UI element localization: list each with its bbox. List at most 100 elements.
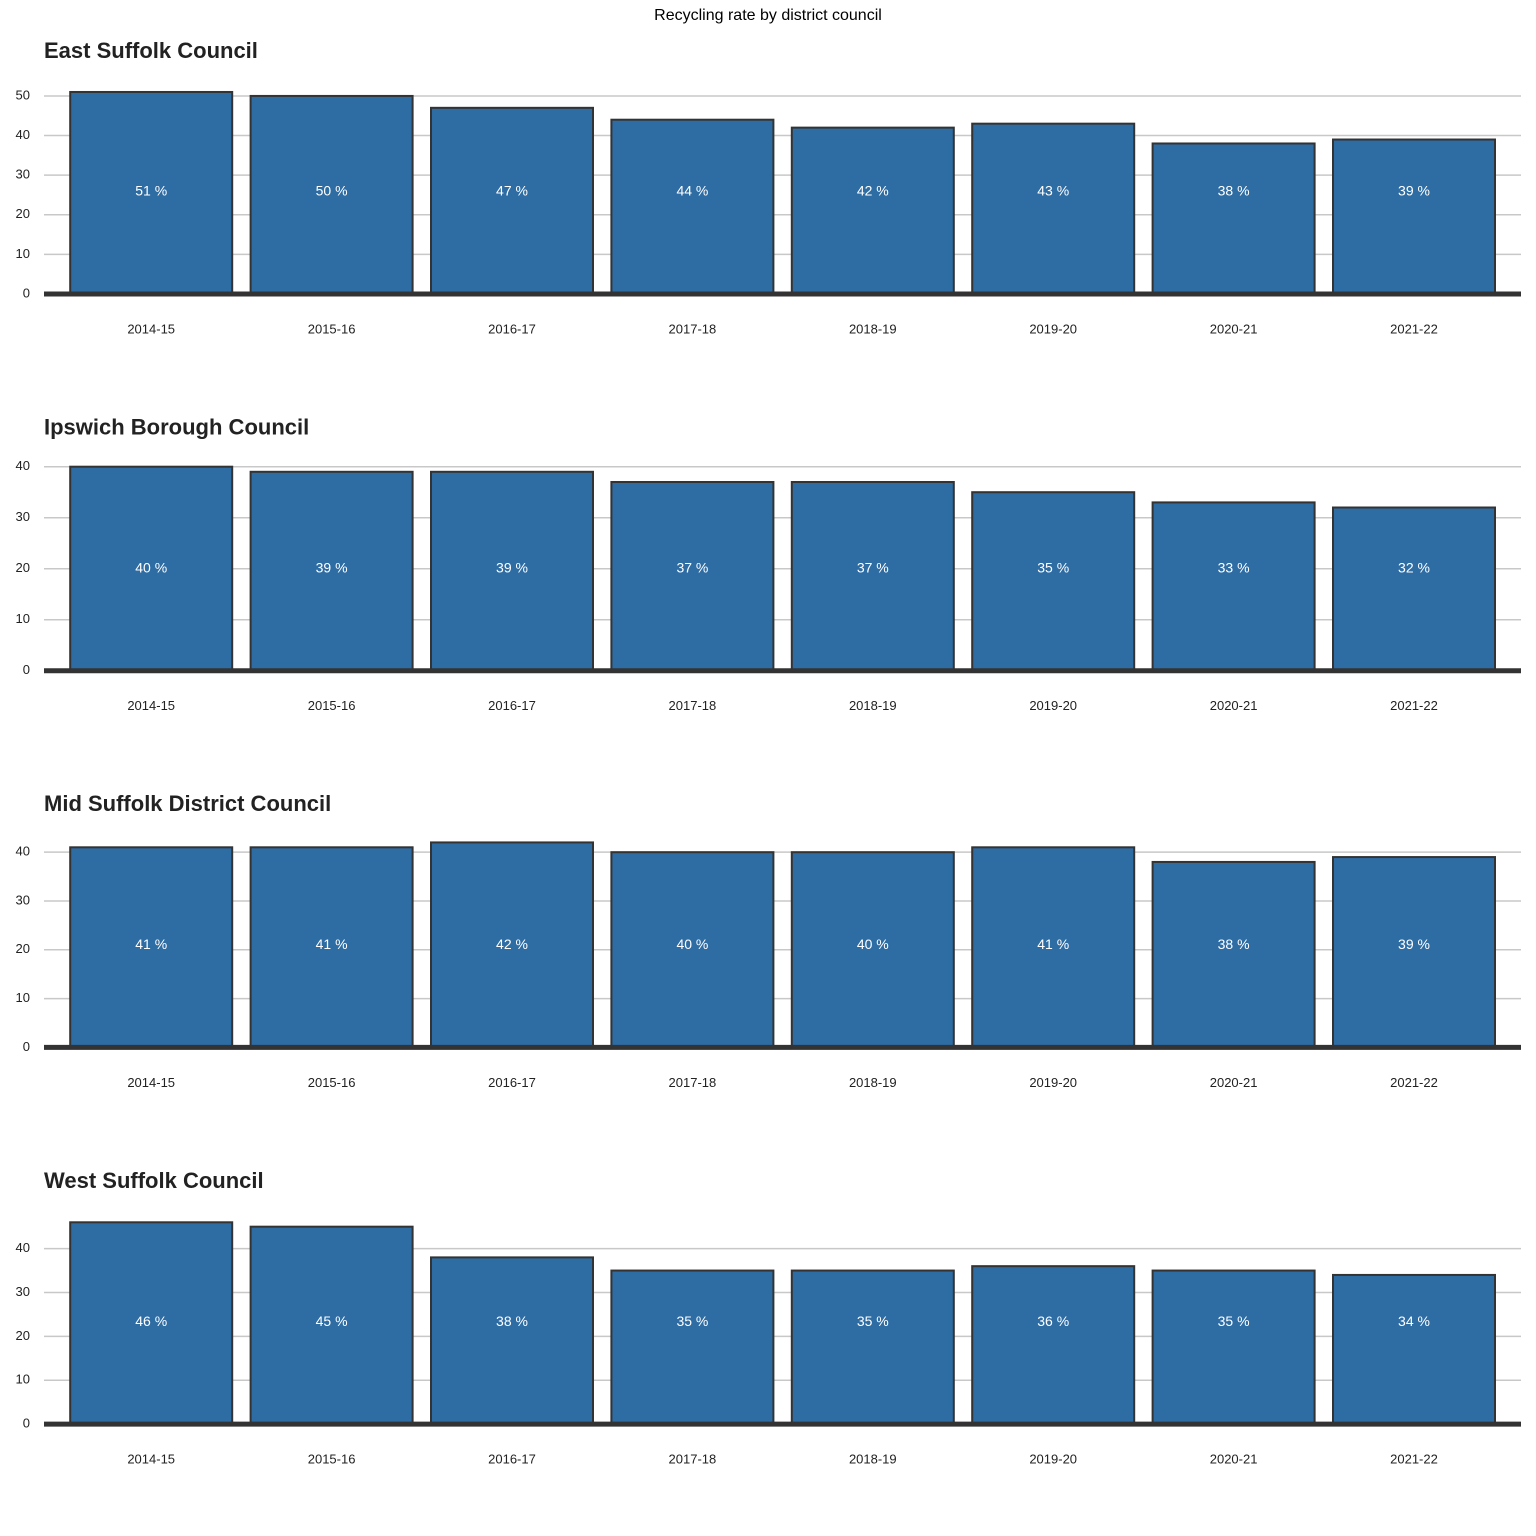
y-tick-label: 10 (16, 990, 30, 1005)
value-label: 39 % (496, 559, 528, 575)
bar (610, 1269, 775, 1426)
y-tick-label: 0 (23, 662, 30, 677)
x-tick-label: 2021-22 (1390, 321, 1438, 336)
x-tick-label: 2016-17 (488, 1452, 536, 1467)
x-tick-label: 2017-18 (669, 1075, 717, 1090)
bar (1332, 1273, 1496, 1426)
x-tick-label: 2021-22 (1390, 1075, 1438, 1090)
x-tick-label: 2021-22 (1390, 698, 1438, 713)
bar (249, 94, 414, 296)
x-tick-label: 2015-16 (308, 698, 356, 713)
value-label: 35 % (676, 1313, 708, 1329)
panel-title: West Suffolk Council (44, 1168, 264, 1193)
x-tick-label: 2019-20 (1029, 1075, 1077, 1090)
x-tick-label: 2018-19 (849, 1075, 897, 1090)
value-label: 35 % (857, 1313, 889, 1329)
x-tick-label: 2018-19 (849, 698, 897, 713)
x-tick-label: 2017-18 (669, 1452, 717, 1467)
bar (610, 851, 775, 1049)
bar (971, 846, 1136, 1049)
value-label: 38 % (1218, 183, 1250, 199)
x-tick-label: 2019-20 (1029, 321, 1077, 336)
bar (971, 1265, 1136, 1426)
value-label: 47 % (496, 183, 528, 199)
x-tick-label: 2016-17 (488, 1075, 536, 1090)
value-label: 41 % (135, 936, 167, 952)
x-tick-label: 2020-21 (1210, 1452, 1258, 1467)
value-label: 40 % (857, 936, 889, 952)
bar (249, 1225, 414, 1426)
bar (249, 470, 414, 672)
x-tick-label: 2020-21 (1210, 1075, 1258, 1090)
y-tick-label: 20 (16, 941, 30, 956)
bar (430, 106, 594, 295)
value-label: 41 % (316, 936, 348, 952)
value-label: 45 % (316, 1313, 348, 1329)
y-tick-label: 20 (16, 560, 30, 575)
x-tick-label: 2019-20 (1029, 1452, 1077, 1467)
bar (610, 118, 775, 295)
value-label: 42 % (496, 936, 528, 952)
value-label: 37 % (676, 559, 708, 575)
x-tick-label: 2021-22 (1390, 1452, 1438, 1467)
panel-title: East Suffolk Council (44, 38, 258, 63)
bar (971, 122, 1136, 295)
y-tick-label: 0 (23, 1416, 30, 1431)
y-tick-label: 0 (23, 285, 30, 300)
bar (69, 846, 234, 1049)
value-label: 36 % (1037, 1313, 1069, 1329)
value-label: 37 % (857, 559, 889, 575)
x-tick-label: 2016-17 (488, 698, 536, 713)
bar (430, 1256, 594, 1426)
value-label: 39 % (316, 559, 348, 575)
x-tick-label: 2014-15 (127, 321, 175, 336)
x-tick-label: 2015-16 (308, 1452, 356, 1467)
bar (1151, 142, 1316, 295)
x-tick-label: 2020-21 (1210, 698, 1258, 713)
bar (249, 846, 414, 1049)
y-tick-label: 40 (16, 127, 30, 142)
value-label: 51 % (135, 183, 167, 199)
y-tick-label: 10 (16, 246, 30, 261)
value-label: 35 % (1218, 1313, 1250, 1329)
y-tick-label: 30 (16, 167, 30, 182)
x-tick-label: 2016-17 (488, 321, 536, 336)
value-label: 39 % (1398, 183, 1430, 199)
value-label: 46 % (135, 1313, 167, 1329)
panel-title: Ipswich Borough Council (44, 415, 309, 440)
value-label: 32 % (1398, 559, 1430, 575)
x-tick-label: 2017-18 (669, 698, 717, 713)
panel-title: Mid Suffolk District Council (44, 791, 331, 816)
bar (790, 851, 955, 1049)
x-tick-label: 2014-15 (127, 698, 175, 713)
bar (971, 491, 1136, 672)
bar (1151, 1269, 1316, 1426)
value-label: 44 % (676, 183, 708, 199)
y-tick-label: 10 (16, 1372, 30, 1387)
chart-title: Recycling rate by district council (654, 7, 882, 24)
value-label: 35 % (1037, 559, 1069, 575)
x-tick-label: 2018-19 (849, 1452, 897, 1467)
x-tick-label: 2017-18 (669, 321, 717, 336)
value-label: 41 % (1037, 936, 1069, 952)
x-tick-label: 2019-20 (1029, 698, 1077, 713)
bar (1151, 860, 1316, 1049)
value-label: 42 % (857, 183, 889, 199)
bar (69, 1221, 234, 1426)
value-label: 38 % (496, 1313, 528, 1329)
bar (610, 481, 775, 672)
bar (430, 841, 594, 1049)
value-label: 40 % (676, 936, 708, 952)
y-tick-label: 20 (16, 206, 30, 221)
y-tick-label: 30 (16, 892, 30, 907)
value-label: 40 % (135, 559, 167, 575)
value-label: 43 % (1037, 183, 1069, 199)
bar (790, 481, 955, 672)
bar (1332, 138, 1496, 295)
bar (69, 465, 234, 672)
bar (1332, 856, 1496, 1049)
x-tick-label: 2015-16 (308, 321, 356, 336)
value-label: 39 % (1398, 936, 1430, 952)
y-tick-label: 50 (16, 87, 30, 102)
